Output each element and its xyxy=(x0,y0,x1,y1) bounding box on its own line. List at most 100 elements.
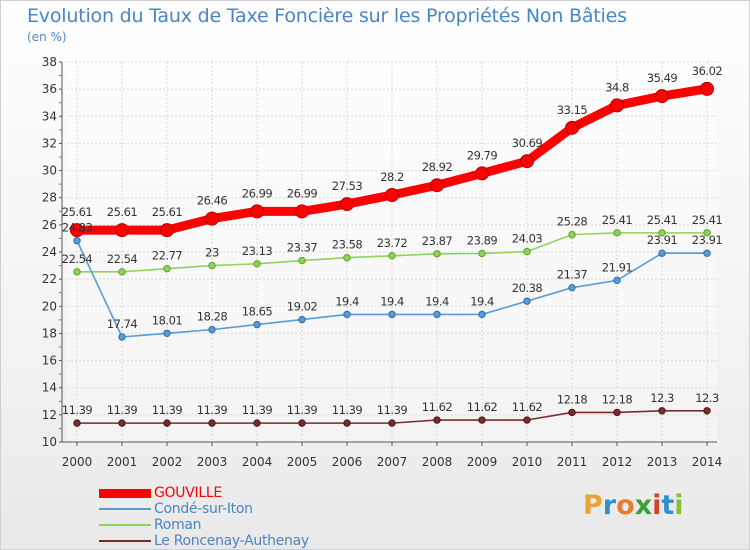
data-point-conde-sur-iton xyxy=(703,249,711,257)
brand-logo-letter: i xyxy=(674,490,684,521)
x-tick-label: 2010 xyxy=(512,455,543,469)
data-point-le-roncenay-authenay xyxy=(703,407,711,415)
data-point-le-roncenay-authenay xyxy=(253,419,261,427)
x-tick-label: 2006 xyxy=(332,455,363,469)
chart-unit-label: (en %) xyxy=(27,30,67,44)
data-point-conde-sur-iton xyxy=(253,320,261,329)
data-label-gouville: 26.46 xyxy=(197,194,228,208)
legend-swatch-gouville xyxy=(99,488,151,498)
data-point-roman xyxy=(343,254,351,262)
data-point-gouville xyxy=(115,223,129,238)
data-label-le-roncenay-authenay: 11.62 xyxy=(512,400,543,414)
x-tick-label: 2000 xyxy=(62,455,93,469)
data-point-le-roncenay-authenay xyxy=(343,419,351,427)
data-point-conde-sur-iton xyxy=(298,315,306,324)
brand-logo-letter: i xyxy=(652,490,662,521)
x-tick-label: 2005 xyxy=(287,455,318,469)
y-tick-label: 12 xyxy=(42,408,57,422)
data-point-gouville xyxy=(385,188,399,202)
data-point-gouville xyxy=(700,81,714,96)
data-label-conde-sur-iton: 21.37 xyxy=(557,268,588,282)
data-label-roman: 23 xyxy=(205,246,219,260)
data-label-gouville: 28.92 xyxy=(422,160,453,174)
data-label-gouville: 28.2 xyxy=(380,170,404,184)
y-tick-label: 10 xyxy=(42,435,57,449)
data-point-roman xyxy=(388,252,396,260)
data-point-conde-sur-iton xyxy=(388,310,396,319)
data-point-roman xyxy=(568,230,576,239)
data-label-le-roncenay-authenay: 12.3 xyxy=(695,391,719,405)
data-label-gouville: 26.99 xyxy=(242,186,273,200)
brand-logo-letter: P xyxy=(583,490,603,521)
data-point-roman xyxy=(613,229,621,237)
data-point-le-roncenay-authenay xyxy=(658,407,666,415)
data-point-le-roncenay-authenay xyxy=(433,416,441,424)
y-tick-label: 30 xyxy=(42,164,57,178)
data-point-gouville xyxy=(295,204,309,219)
data-point-le-roncenay-authenay xyxy=(118,419,126,427)
y-tick-label: 26 xyxy=(42,218,57,232)
data-label-le-roncenay-authenay: 11.39 xyxy=(377,403,408,417)
x-tick-label: 2013 xyxy=(647,455,678,469)
data-point-roman xyxy=(208,261,216,270)
y-tick-label: 16 xyxy=(42,354,57,368)
data-label-conde-sur-iton: 23.91 xyxy=(647,233,678,247)
data-point-le-roncenay-authenay xyxy=(568,408,576,417)
y-tick-label: 28 xyxy=(42,191,57,205)
data-point-le-roncenay-authenay xyxy=(73,419,81,427)
data-label-conde-sur-iton: 19.4 xyxy=(470,294,494,308)
y-tick-label: 36 xyxy=(42,82,57,96)
x-tick-label: 2014 xyxy=(692,455,723,469)
data-point-le-roncenay-authenay xyxy=(163,419,171,427)
data-label-conde-sur-iton: 24.83 xyxy=(62,221,93,235)
brand-logo-letter: r xyxy=(602,490,617,521)
brand-logo-letter: t xyxy=(661,490,675,521)
data-label-le-roncenay-authenay: 11.39 xyxy=(332,403,363,417)
data-point-gouville xyxy=(160,223,174,238)
brand-logo[interactable]: Proxiti xyxy=(583,490,684,521)
data-point-conde-sur-iton xyxy=(343,310,351,319)
data-label-gouville: 34.8 xyxy=(605,80,629,94)
data-point-gouville xyxy=(430,178,444,193)
data-label-le-roncenay-authenay: 11.39 xyxy=(197,403,228,417)
data-label-le-roncenay-authenay: 11.39 xyxy=(242,403,273,417)
data-label-roman: 23.37 xyxy=(287,241,318,255)
data-label-le-roncenay-authenay: 12.18 xyxy=(557,392,588,406)
data-point-gouville xyxy=(520,154,534,169)
legend-label-roman: Roman xyxy=(154,517,202,533)
data-point-gouville xyxy=(475,166,489,181)
legend-swatch-roman xyxy=(99,524,151,526)
brand-logo-letter: o xyxy=(616,490,635,521)
x-tick-label: 2012 xyxy=(602,455,633,469)
y-tick-label: 20 xyxy=(42,299,57,313)
data-point-gouville xyxy=(565,120,579,135)
y-tick-label: 38 xyxy=(42,55,57,69)
data-point-conde-sur-iton xyxy=(523,297,531,305)
data-label-le-roncenay-authenay: 11.62 xyxy=(467,400,498,414)
data-point-le-roncenay-authenay xyxy=(478,416,486,424)
data-point-roman xyxy=(478,249,486,258)
data-point-roman xyxy=(703,229,711,237)
chart-title: Evolution du Taux de Taxe Foncière sur l… xyxy=(27,5,627,27)
data-label-le-roncenay-authenay: 11.62 xyxy=(422,400,453,414)
data-point-le-roncenay-authenay xyxy=(613,408,621,417)
data-label-roman: 23.13 xyxy=(242,244,273,258)
data-label-conde-sur-iton: 19.4 xyxy=(425,294,449,308)
data-label-gouville: 30.69 xyxy=(512,136,543,150)
data-point-conde-sur-iton xyxy=(568,283,576,292)
legend-label-conde-sur-iton: Condé-sur-Iton xyxy=(154,501,253,517)
data-label-roman: 23.87 xyxy=(422,234,453,248)
data-point-gouville xyxy=(205,211,219,226)
data-point-conde-sur-iton xyxy=(478,310,486,319)
data-label-roman: 25.41 xyxy=(647,213,678,227)
legend-label-le-roncenay-authenay: Le Roncenay-Authenay xyxy=(154,533,309,549)
data-point-le-roncenay-authenay xyxy=(523,416,531,424)
data-label-le-roncenay-authenay: 11.39 xyxy=(107,403,138,417)
x-tick-label: 2004 xyxy=(242,455,273,469)
data-label-roman: 24.03 xyxy=(512,232,543,246)
data-point-conde-sur-iton xyxy=(433,310,441,319)
data-label-conde-sur-iton: 20.38 xyxy=(512,281,543,295)
data-label-gouville: 29.79 xyxy=(467,148,498,162)
